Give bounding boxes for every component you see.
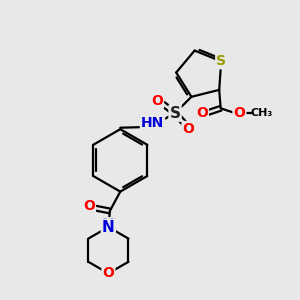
Text: O: O [151, 94, 163, 108]
Text: O: O [233, 106, 245, 120]
Text: N: N [102, 220, 115, 235]
Text: O: O [103, 266, 114, 280]
Text: O: O [182, 122, 194, 136]
Text: S: S [216, 54, 226, 68]
Text: HN: HN [141, 116, 164, 130]
Text: N: N [102, 218, 115, 233]
Text: O: O [196, 106, 208, 120]
Text: O: O [83, 199, 95, 213]
Text: CH₃: CH₃ [251, 108, 273, 118]
Text: S: S [169, 106, 181, 121]
